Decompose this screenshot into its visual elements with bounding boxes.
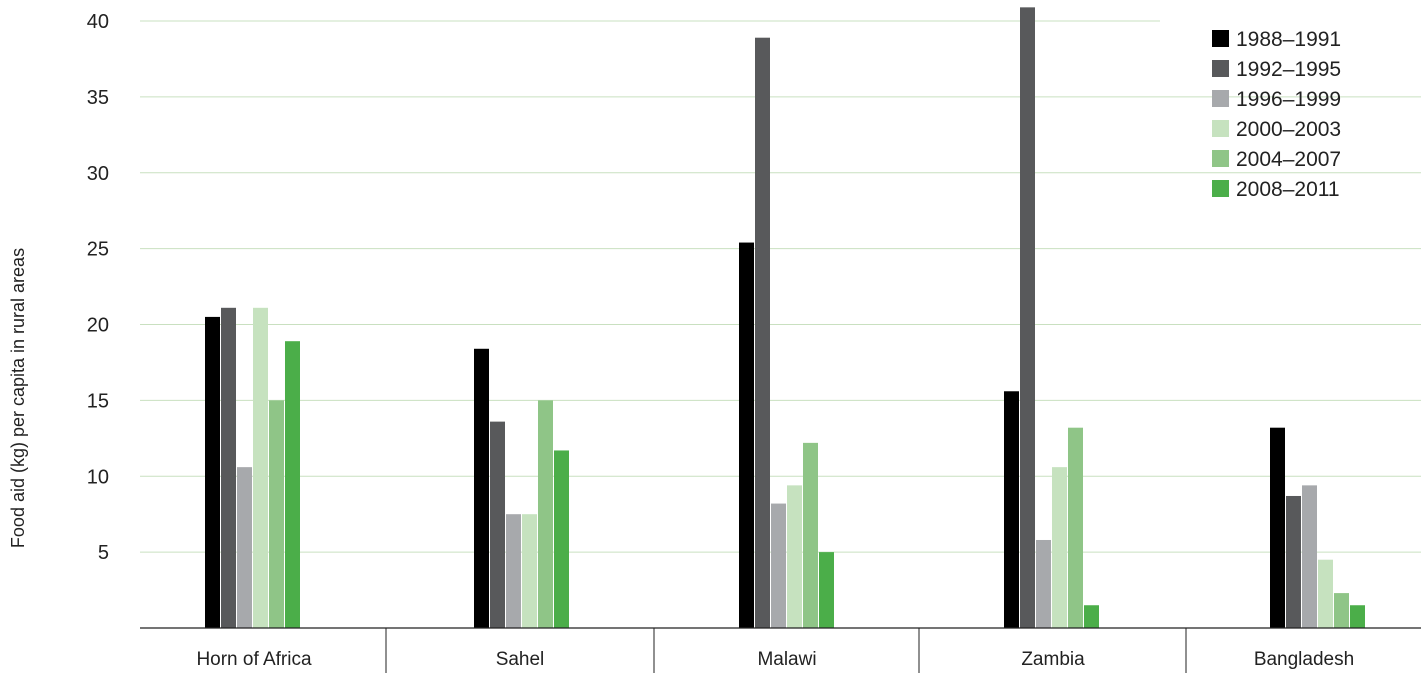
bars (205, 7, 1365, 628)
x-category-label: Zambia (1021, 649, 1085, 670)
bar (1334, 593, 1349, 628)
bar (1004, 391, 1019, 628)
legend-label: 2008–2011 (1236, 178, 1340, 201)
legend-label: 1992–1995 (1236, 58, 1341, 81)
legend-swatch (1212, 60, 1229, 77)
y-tick-label: 10 (87, 466, 109, 488)
bar (490, 422, 505, 628)
bar (205, 317, 220, 628)
y-tick-label: 5 (98, 542, 109, 564)
bar (1084, 605, 1099, 628)
bar (1068, 428, 1083, 628)
bar (755, 38, 770, 628)
bar (506, 514, 521, 628)
bar (522, 514, 537, 628)
legend-swatch (1212, 90, 1229, 107)
bar (221, 308, 236, 628)
bar (269, 400, 284, 628)
bar (771, 504, 786, 628)
x-category-label: Malawi (757, 649, 816, 670)
y-tick-label: 40 (87, 11, 109, 33)
y-tick-label: 20 (87, 315, 109, 337)
bar (285, 341, 300, 628)
bar (1350, 605, 1365, 628)
legend-label: 1988–1991 (1236, 28, 1341, 51)
y-tick-label: 15 (87, 390, 109, 412)
y-tick-label: 35 (87, 87, 109, 109)
bar (237, 467, 252, 628)
bar (474, 349, 489, 628)
legend: 1988–1991 1992–1995 1996–1999 2000–2003 2004… (1212, 28, 1341, 201)
bar (1036, 540, 1051, 628)
legend-swatch (1212, 120, 1229, 137)
y-tick-label: 30 (87, 163, 109, 185)
bar (1318, 560, 1333, 628)
y-tick-label: 25 (87, 239, 109, 261)
bar (1052, 467, 1067, 628)
legend-label: 2004–2007 (1236, 148, 1341, 171)
bar (1302, 485, 1317, 628)
x-category-label: Bangladesh (1254, 649, 1354, 670)
x-category-label: Horn of Africa (196, 649, 312, 670)
bar (538, 400, 553, 628)
bar (554, 450, 569, 628)
bar (787, 485, 802, 628)
bar (819, 552, 834, 628)
bar (1286, 496, 1301, 628)
y-axis-ticks: 5 10 15 20 25 30 35 40 (87, 11, 109, 564)
legend-label: 1996–1999 (1236, 88, 1341, 111)
bar (739, 243, 754, 628)
legend-swatch (1212, 30, 1229, 47)
legend-label: 2000–2003 (1236, 118, 1341, 141)
x-axis: Horn of Africa Sahel Malawi Zambia Banglades… (140, 628, 1421, 673)
x-category-label: Sahel (496, 649, 545, 670)
bar (253, 308, 268, 628)
bar (1020, 7, 1035, 628)
legend-swatch (1212, 180, 1229, 197)
legend-swatch (1212, 150, 1229, 167)
bar (1270, 428, 1285, 628)
bar (803, 443, 818, 628)
y-axis-title: Food aid (kg) per capita in rural areas (8, 248, 28, 548)
